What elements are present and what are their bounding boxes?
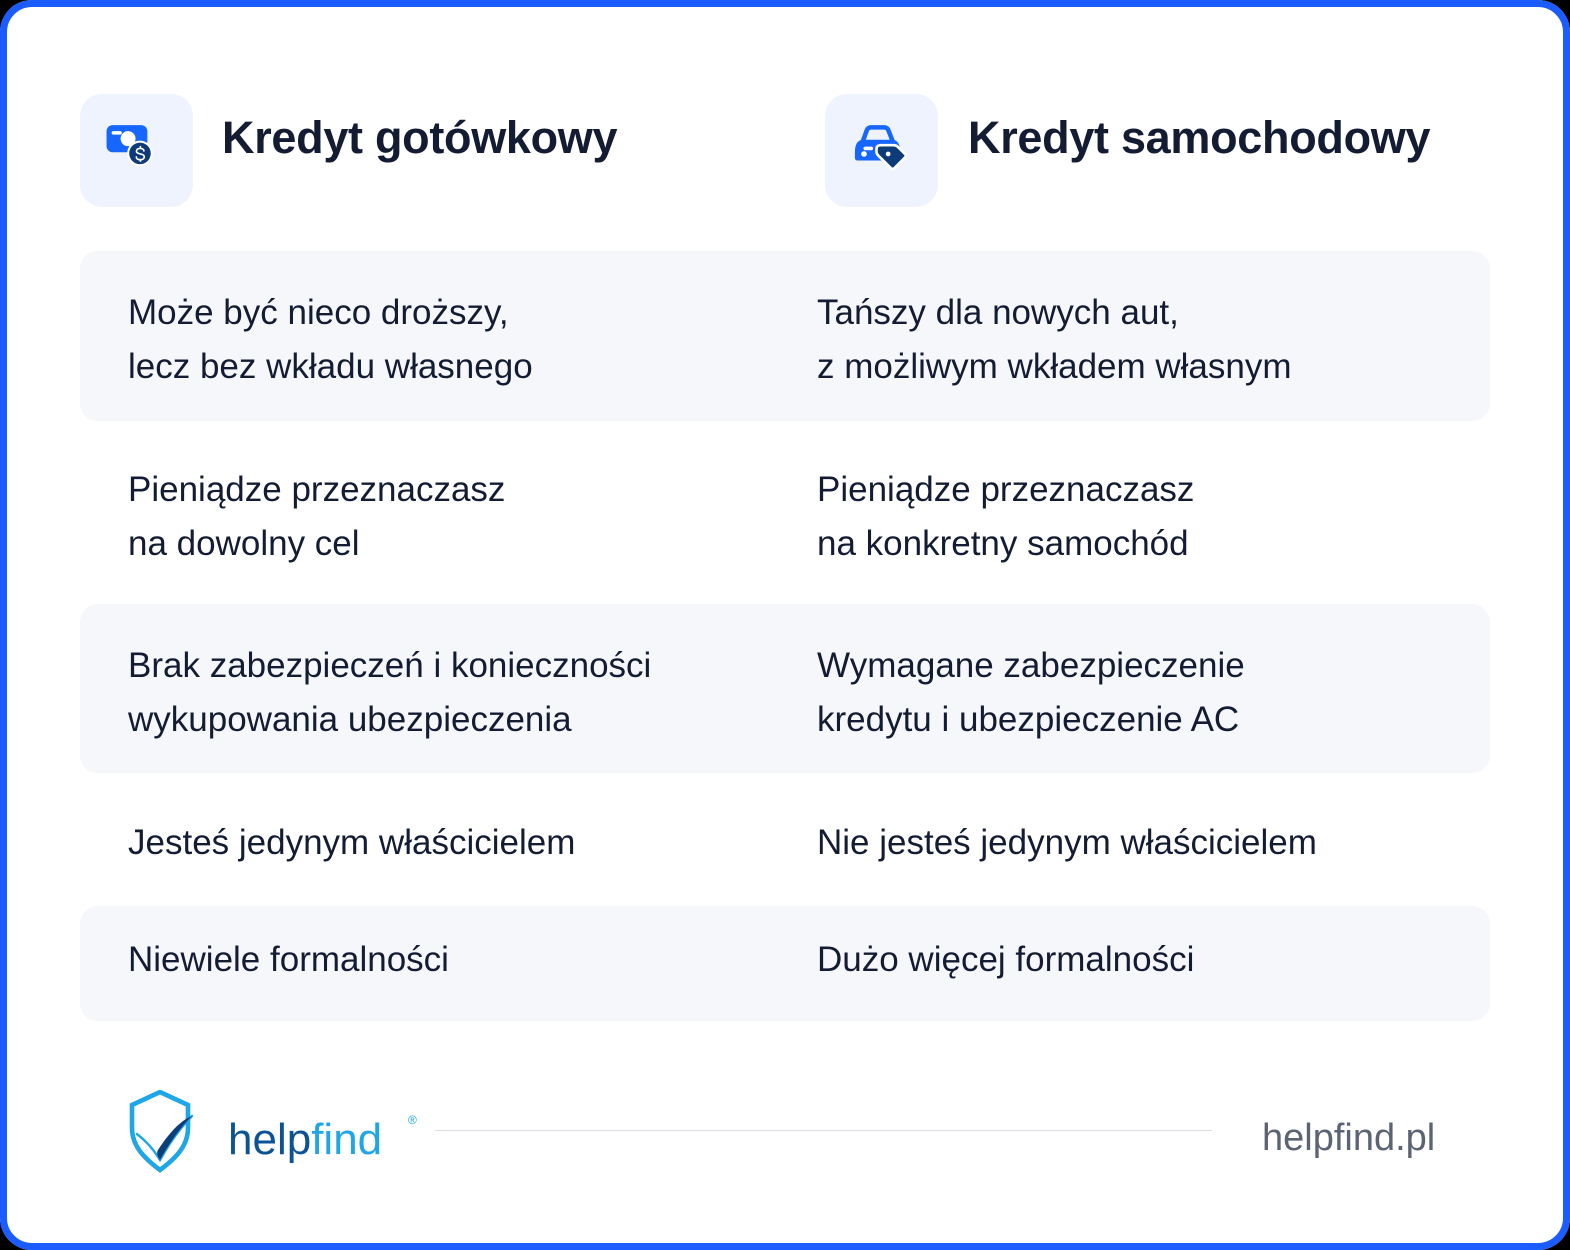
- svg-text:®: ®: [408, 1113, 417, 1127]
- svg-text:helpfind: helpfind: [228, 1115, 382, 1164]
